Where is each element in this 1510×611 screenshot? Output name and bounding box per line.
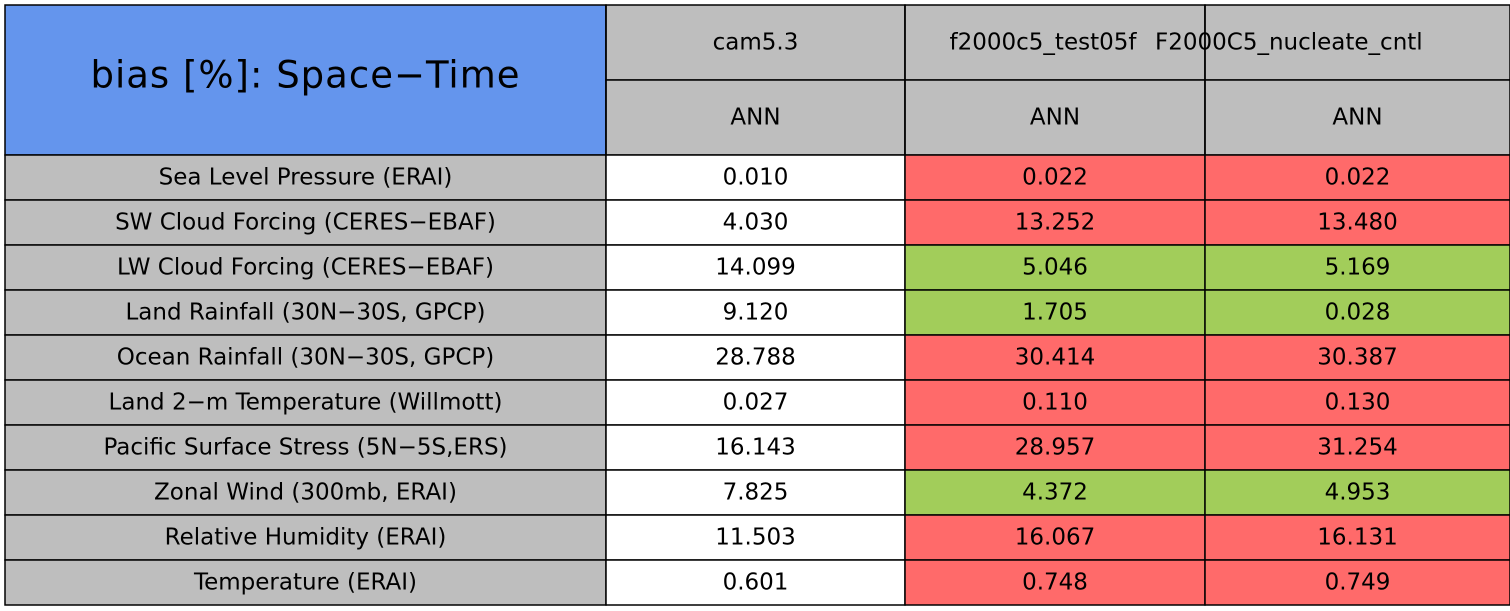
- row-label: Sea Level Pressure (ERAI): [159, 165, 453, 191]
- label-cell: [4, 289, 607, 336]
- value-cell: [904, 379, 1206, 426]
- cell-value: 5.046: [1022, 255, 1088, 281]
- value-cell: [904, 199, 1206, 246]
- table-title: bias [%]: Space−Time: [90, 54, 520, 97]
- row-label: SW Cloud Forcing (CERES−EBAF): [115, 210, 496, 236]
- label-cell: [4, 514, 607, 561]
- value-cell: [1204, 334, 1510, 381]
- cell-value: 9.120: [723, 300, 789, 326]
- value-cell: [904, 514, 1206, 561]
- cell-value: 16.067: [1015, 525, 1095, 551]
- label-cell: [4, 559, 607, 606]
- header-cell: [904, 4, 1206, 81]
- season-cell: [605, 79, 906, 156]
- cell-value: 0.601: [723, 570, 789, 596]
- cell-value: 0.028: [1325, 300, 1391, 326]
- cell-value: 13.480: [1317, 210, 1397, 236]
- value-cell: [1204, 379, 1510, 426]
- cell-value: 0.749: [1325, 570, 1391, 596]
- row-label: Relative Humidity (ERAI): [165, 525, 447, 551]
- cell-value: 0.110: [1022, 390, 1088, 416]
- cell-value: 11.503: [715, 525, 795, 551]
- title-cell: [4, 4, 607, 156]
- column-season: ANN: [730, 105, 780, 131]
- season-cell: [904, 79, 1206, 156]
- cell-value: 4.030: [723, 210, 789, 236]
- value-cell: [904, 559, 1206, 606]
- cell-value: 7.825: [723, 480, 789, 506]
- value-cell: [605, 289, 906, 336]
- row-label: Land 2−m Temperature (Willmott): [109, 390, 503, 416]
- value-cell: [904, 334, 1206, 381]
- value-cell: [1204, 424, 1510, 471]
- cell-value: 28.788: [715, 345, 795, 371]
- value-cell: [605, 424, 906, 471]
- value-cell: [904, 289, 1206, 336]
- label-cell: [4, 379, 607, 426]
- cell-value: 30.414: [1015, 345, 1095, 371]
- value-cell: [1204, 199, 1510, 246]
- row-label: LW Cloud Forcing (CERES−EBAF): [117, 255, 494, 281]
- value-cell: [605, 154, 906, 201]
- value-cell: [904, 424, 1206, 471]
- column-name: F2000C5_nucleate_cntl: [1155, 30, 1423, 56]
- cell-value: 1.705: [1022, 300, 1088, 326]
- value-cell: [605, 379, 906, 426]
- label-cell: [4, 154, 607, 201]
- column-season: ANN: [1332, 105, 1382, 131]
- cell-value: 16.143: [715, 435, 795, 461]
- row-label: Pacific Surface Stress (5N−5S,ERS): [103, 435, 507, 461]
- header-cell: [605, 4, 906, 81]
- value-cell: [605, 559, 906, 606]
- value-cell: [605, 469, 906, 516]
- cell-value: 5.169: [1325, 255, 1391, 281]
- cell-value: 28.957: [1015, 435, 1095, 461]
- row-label: Ocean Rainfall (30N−30S, GPCP): [117, 345, 495, 371]
- value-cell: [605, 514, 906, 561]
- row-label: Temperature (ERAI): [193, 570, 417, 596]
- cell-value: 30.387: [1317, 345, 1397, 371]
- column-name: f2000c5_test05f: [950, 30, 1138, 56]
- value-cell: [1204, 559, 1510, 606]
- column-season: ANN: [1030, 105, 1080, 131]
- cell-value: 4.953: [1325, 480, 1391, 506]
- label-cell: [4, 424, 607, 471]
- label-cell: [4, 199, 607, 246]
- row-label: Zonal Wind (300mb, ERAI): [154, 480, 457, 506]
- label-cell: [4, 469, 607, 516]
- label-cell: [4, 334, 607, 381]
- cell-value: 31.254: [1317, 435, 1397, 461]
- cell-value: 0.027: [723, 390, 789, 416]
- cell-value: 0.022: [1325, 165, 1391, 191]
- cell-value: 4.372: [1022, 480, 1088, 506]
- column-name: cam5.3: [713, 30, 799, 56]
- value-cell: [904, 244, 1206, 291]
- cell-value: 0.748: [1022, 570, 1088, 596]
- cell-value: 14.099: [715, 255, 795, 281]
- row-label: Land Rainfall (30N−30S, GPCP): [125, 300, 485, 326]
- cell-value: 0.130: [1325, 390, 1391, 416]
- cell-value: 0.022: [1022, 165, 1088, 191]
- cell-value: 0.010: [723, 165, 789, 191]
- cell-value: 13.252: [1015, 210, 1095, 236]
- cell-value: 16.131: [1317, 525, 1397, 551]
